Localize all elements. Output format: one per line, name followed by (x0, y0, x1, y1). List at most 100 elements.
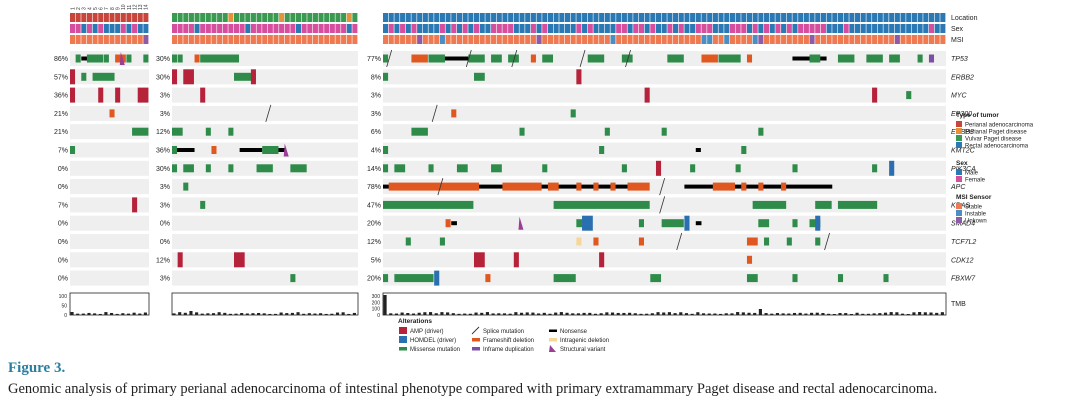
msi-cell (860, 35, 866, 44)
msi-cell (707, 35, 713, 44)
missense-mark (290, 164, 307, 173)
sex-cell (525, 24, 531, 33)
msi-cell (183, 35, 189, 44)
frameshift-mark (610, 182, 616, 191)
location-cell (576, 13, 582, 22)
amp-mark (599, 252, 605, 268)
amp-mark (576, 69, 582, 85)
gene-label-tp53: TP53 (951, 56, 968, 63)
sex-cell (468, 24, 474, 33)
msi-cell (422, 35, 428, 44)
missense-mark (383, 72, 389, 81)
tmb-bar (502, 313, 507, 315)
msi-cell (911, 35, 917, 44)
tmb-bar (764, 313, 768, 315)
missense-mark (256, 164, 273, 173)
alteration-frequency: 36% (156, 148, 170, 155)
tmb-bar (451, 313, 455, 315)
splice-mark (659, 196, 666, 214)
alteration-frequency: 30% (156, 74, 170, 81)
amp-mark (132, 197, 138, 213)
tmb-bar (296, 312, 300, 315)
tmb-bar (497, 313, 501, 315)
tmb-bar (923, 312, 927, 315)
msi-cell (849, 35, 855, 44)
sex-cell (137, 24, 143, 33)
missense-mark (837, 200, 878, 209)
sex-cell (667, 24, 673, 33)
missense-mark (809, 219, 821, 228)
missense-mark (542, 54, 554, 63)
location-cell (928, 13, 935, 22)
msi-cell (855, 35, 861, 44)
sex-cell (934, 24, 940, 33)
frameshift-mark (593, 237, 599, 246)
alteration-legend-label: Inframe duplication (483, 347, 534, 353)
msi-cell (228, 35, 234, 44)
msi-cell (434, 35, 440, 44)
sex-cell (570, 24, 576, 33)
sex-cell (701, 24, 707, 33)
msi-cell (542, 35, 548, 44)
location-cell (479, 13, 485, 22)
gene-row-background (70, 160, 149, 176)
location-cell (519, 13, 525, 22)
sex-cell (411, 24, 417, 33)
sex-cell (205, 24, 211, 33)
gene-row-background (70, 234, 149, 249)
type-of-tumor-legend-label: Vulvar Paget disease (965, 137, 1022, 143)
sex-cell (604, 24, 610, 33)
location-cell (684, 13, 690, 22)
msi-sensor-legend-title: MSI Sensor (956, 194, 992, 201)
msi-cell (312, 35, 318, 44)
type-of-tumor-legend-label: Perianal Paget disease (965, 130, 1027, 136)
amp-mark (137, 87, 149, 103)
location-cell (473, 13, 480, 22)
splice-mark (625, 49, 631, 68)
nonsense-mark (239, 148, 263, 152)
sex-cell (451, 24, 457, 33)
tmb-bar (770, 313, 774, 315)
tmb-bar (889, 312, 893, 315)
missense-mark (570, 109, 576, 118)
location-cell (832, 13, 838, 22)
tmb-bar (508, 313, 512, 315)
tmb-bar (423, 312, 427, 315)
tmb-plot-frame (171, 292, 359, 316)
location-cell (673, 13, 679, 22)
msi-cell (627, 35, 633, 44)
tmb-bar (804, 313, 808, 315)
msi-cell (143, 35, 149, 44)
tmb-bar (428, 312, 433, 315)
missense-mark (383, 274, 389, 283)
gene-row-background (172, 124, 358, 140)
sex-cell (335, 24, 341, 33)
tmb-bar (645, 313, 649, 315)
tmb-bar (628, 312, 632, 315)
tmb-bar (571, 313, 575, 315)
msi-cell (633, 35, 639, 44)
sex-cell (911, 24, 917, 33)
missense-mark (815, 237, 821, 246)
annotation-track-label: Sex (951, 26, 964, 33)
alteration-frequency: 7% (58, 202, 68, 209)
gene-label-erbb3: ERBB3 (951, 129, 974, 136)
msi-cell (684, 35, 690, 44)
splice-mark (659, 177, 666, 196)
location-cell (570, 13, 576, 22)
missense-mark (172, 164, 178, 173)
location-cell (661, 13, 667, 22)
missense-mark (576, 219, 588, 228)
amp-mark (644, 87, 650, 103)
sex-cell (352, 24, 358, 33)
alteration-frequency: 3% (160, 276, 170, 283)
nonsense-mark (172, 148, 195, 152)
gene-row-background (383, 87, 946, 103)
location-cell (462, 13, 468, 22)
sex-cell (633, 24, 639, 33)
sex-cell (290, 24, 296, 33)
alteration-frequency: 3% (160, 184, 170, 191)
sex-cell (439, 24, 445, 33)
tmb-bar (330, 313, 334, 315)
structural-variant-mark (283, 143, 289, 157)
